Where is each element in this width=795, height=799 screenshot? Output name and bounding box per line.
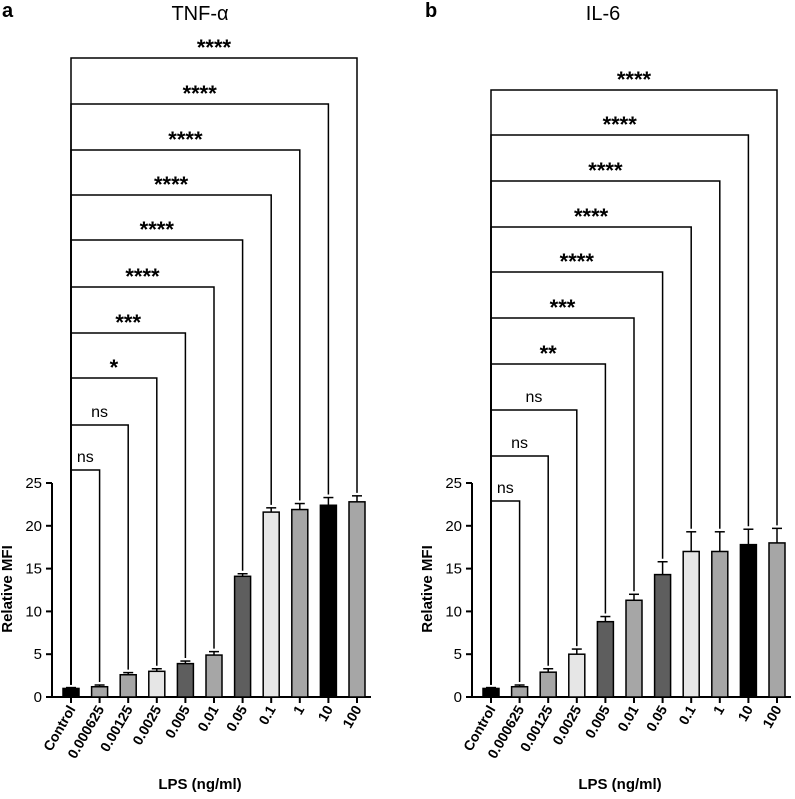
significance-label: **** xyxy=(574,204,609,229)
bar-0.00125 xyxy=(539,671,557,698)
bar-Control xyxy=(62,687,80,698)
bar-0.01 xyxy=(625,599,643,698)
chart-title: IL-6 xyxy=(586,3,620,25)
x-tick-label: 1 xyxy=(290,702,308,717)
significance-bracket xyxy=(70,286,215,685)
x-tick-label: 0.0025 xyxy=(549,702,584,747)
x-axis-title: LPS (ng/ml) xyxy=(158,776,241,793)
significance-label: **** xyxy=(183,81,218,106)
panel-a-tnf-alpha: a TNF-α LPS (ng/ml) Relative MFI 0 5 10 15 2… xyxy=(0,0,371,793)
bar-10 xyxy=(319,504,338,698)
x-tick-label: 0.05 xyxy=(643,702,671,734)
bar-100 xyxy=(768,542,786,698)
x-tick-label: 100 xyxy=(339,702,365,730)
y-tick-label: 25 xyxy=(25,475,42,492)
y-tick-label: 10 xyxy=(445,603,462,620)
significance-label: ns xyxy=(77,449,94,466)
panel-b-il-6: b IL-6 LPS (ng/ml) Relative MFI 0 5 10 15 20… xyxy=(419,0,791,793)
significance-bracket xyxy=(70,57,358,685)
significance-label: ns xyxy=(511,435,528,452)
significance-label: **** xyxy=(140,217,175,242)
significance-bracket xyxy=(490,500,521,685)
bar-1 xyxy=(711,550,729,698)
y-tick-label: 10 xyxy=(25,603,42,620)
bar-0.000625 xyxy=(510,685,529,698)
bar-0.1 xyxy=(262,511,280,698)
bar-0.000625 xyxy=(90,685,109,698)
y-tick-label: 25 xyxy=(445,475,462,492)
x-tick-label: 100 xyxy=(759,702,785,730)
bar-0.005 xyxy=(596,620,615,698)
significance-bracket xyxy=(70,469,101,685)
significance-label: **** xyxy=(168,127,203,152)
x-tick-label: 10 xyxy=(314,702,336,724)
chart-title: TNF-α xyxy=(171,3,228,25)
bar-0.0025 xyxy=(568,653,586,698)
significance-label: ** xyxy=(540,341,558,366)
significance-label: **** xyxy=(588,158,623,183)
significance-label: *** xyxy=(550,295,576,320)
bar-0.05 xyxy=(233,575,252,698)
bar-1 xyxy=(291,508,309,698)
bar-10 xyxy=(739,543,758,698)
x-tick-label: 10 xyxy=(734,702,756,724)
y-tick-label: 15 xyxy=(445,561,462,578)
significance-label: **** xyxy=(154,172,189,197)
significance-label: ns xyxy=(525,389,542,406)
significance-bracket xyxy=(490,409,578,685)
y-tick-label: 5 xyxy=(454,646,462,663)
y-tick-label: 0 xyxy=(454,689,462,706)
x-tick-label: 1 xyxy=(710,702,728,717)
x-tick-label: 0.1 xyxy=(255,702,279,727)
significance-label: *** xyxy=(115,310,141,335)
significance-label: **** xyxy=(125,264,160,289)
y-tick-label: 20 xyxy=(445,518,462,535)
x-tick-label: 0.0025 xyxy=(129,702,164,747)
bar-0.0025 xyxy=(148,670,166,698)
bar-0.00125 xyxy=(119,673,137,698)
bar-0.01 xyxy=(205,654,223,698)
x-tick-label: 0.01 xyxy=(194,702,222,734)
x-tick-label: 0.005 xyxy=(162,702,193,741)
bar-100 xyxy=(348,501,366,698)
x-tick-label: 0.005 xyxy=(582,702,613,741)
y-tick-label: 15 xyxy=(25,561,42,578)
bar-0.005 xyxy=(176,662,195,698)
bar-0.05 xyxy=(653,573,672,698)
significance-label: **** xyxy=(197,35,232,60)
panel-letter: a xyxy=(2,0,14,22)
bar-0.1 xyxy=(682,550,700,698)
panel-letter: b xyxy=(425,0,437,22)
significance-bracket xyxy=(70,103,330,685)
y-tick-label: 20 xyxy=(25,518,42,535)
bar-Control xyxy=(482,687,500,698)
y-tick-label: 0 xyxy=(34,689,42,706)
y-axis-title: Relative MFI xyxy=(0,545,16,633)
x-tick-label: 0.1 xyxy=(675,702,699,727)
significance-label: ns xyxy=(497,480,514,497)
y-axis-title: Relative MFI xyxy=(419,545,436,633)
significance-bracket xyxy=(490,89,778,685)
y-tick-label: 5 xyxy=(34,646,42,663)
significance-label: **** xyxy=(617,67,652,92)
significance-label: ns xyxy=(91,404,108,421)
x-tick-label: 0.05 xyxy=(223,702,251,734)
significance-bracket xyxy=(70,377,158,685)
significance-label: **** xyxy=(603,112,638,137)
significance-label: * xyxy=(110,355,119,380)
significance-label: **** xyxy=(560,249,595,274)
x-tick-label: 0.01 xyxy=(614,702,642,734)
x-axis-title: LPS (ng/ml) xyxy=(578,776,661,793)
